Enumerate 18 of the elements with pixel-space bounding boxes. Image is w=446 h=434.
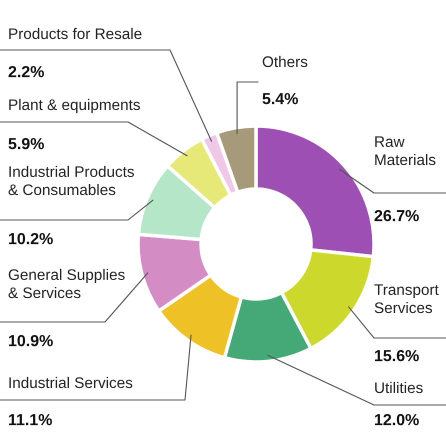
slice-label: Products for Resale xyxy=(9,28,142,40)
data-label: 10.9% xyxy=(9,334,53,346)
slice-label: Transport Services xyxy=(374,284,439,314)
data-label: 10.2% xyxy=(9,232,53,244)
data-label: 15.6% xyxy=(375,350,419,362)
slice-label: Industrial Services xyxy=(9,376,132,388)
data-label: 5.9% xyxy=(8,138,44,150)
slice-label: Others xyxy=(262,56,308,68)
data-label: 2.2% xyxy=(8,66,44,78)
data-label: 26.7% xyxy=(374,210,419,222)
slice-label: Plant & equipments xyxy=(9,98,140,114)
slice-label: Raw Materials xyxy=(375,136,436,166)
data-label: 12.0% xyxy=(375,414,419,426)
data-label: 5.4% xyxy=(262,93,298,104)
slice-label: Utilities xyxy=(375,382,423,394)
slice-label: General Supplies & Services xyxy=(8,268,125,298)
data-label: 11.1% xyxy=(9,414,52,426)
slice-label: Industrial Products & Consumables xyxy=(8,166,134,196)
